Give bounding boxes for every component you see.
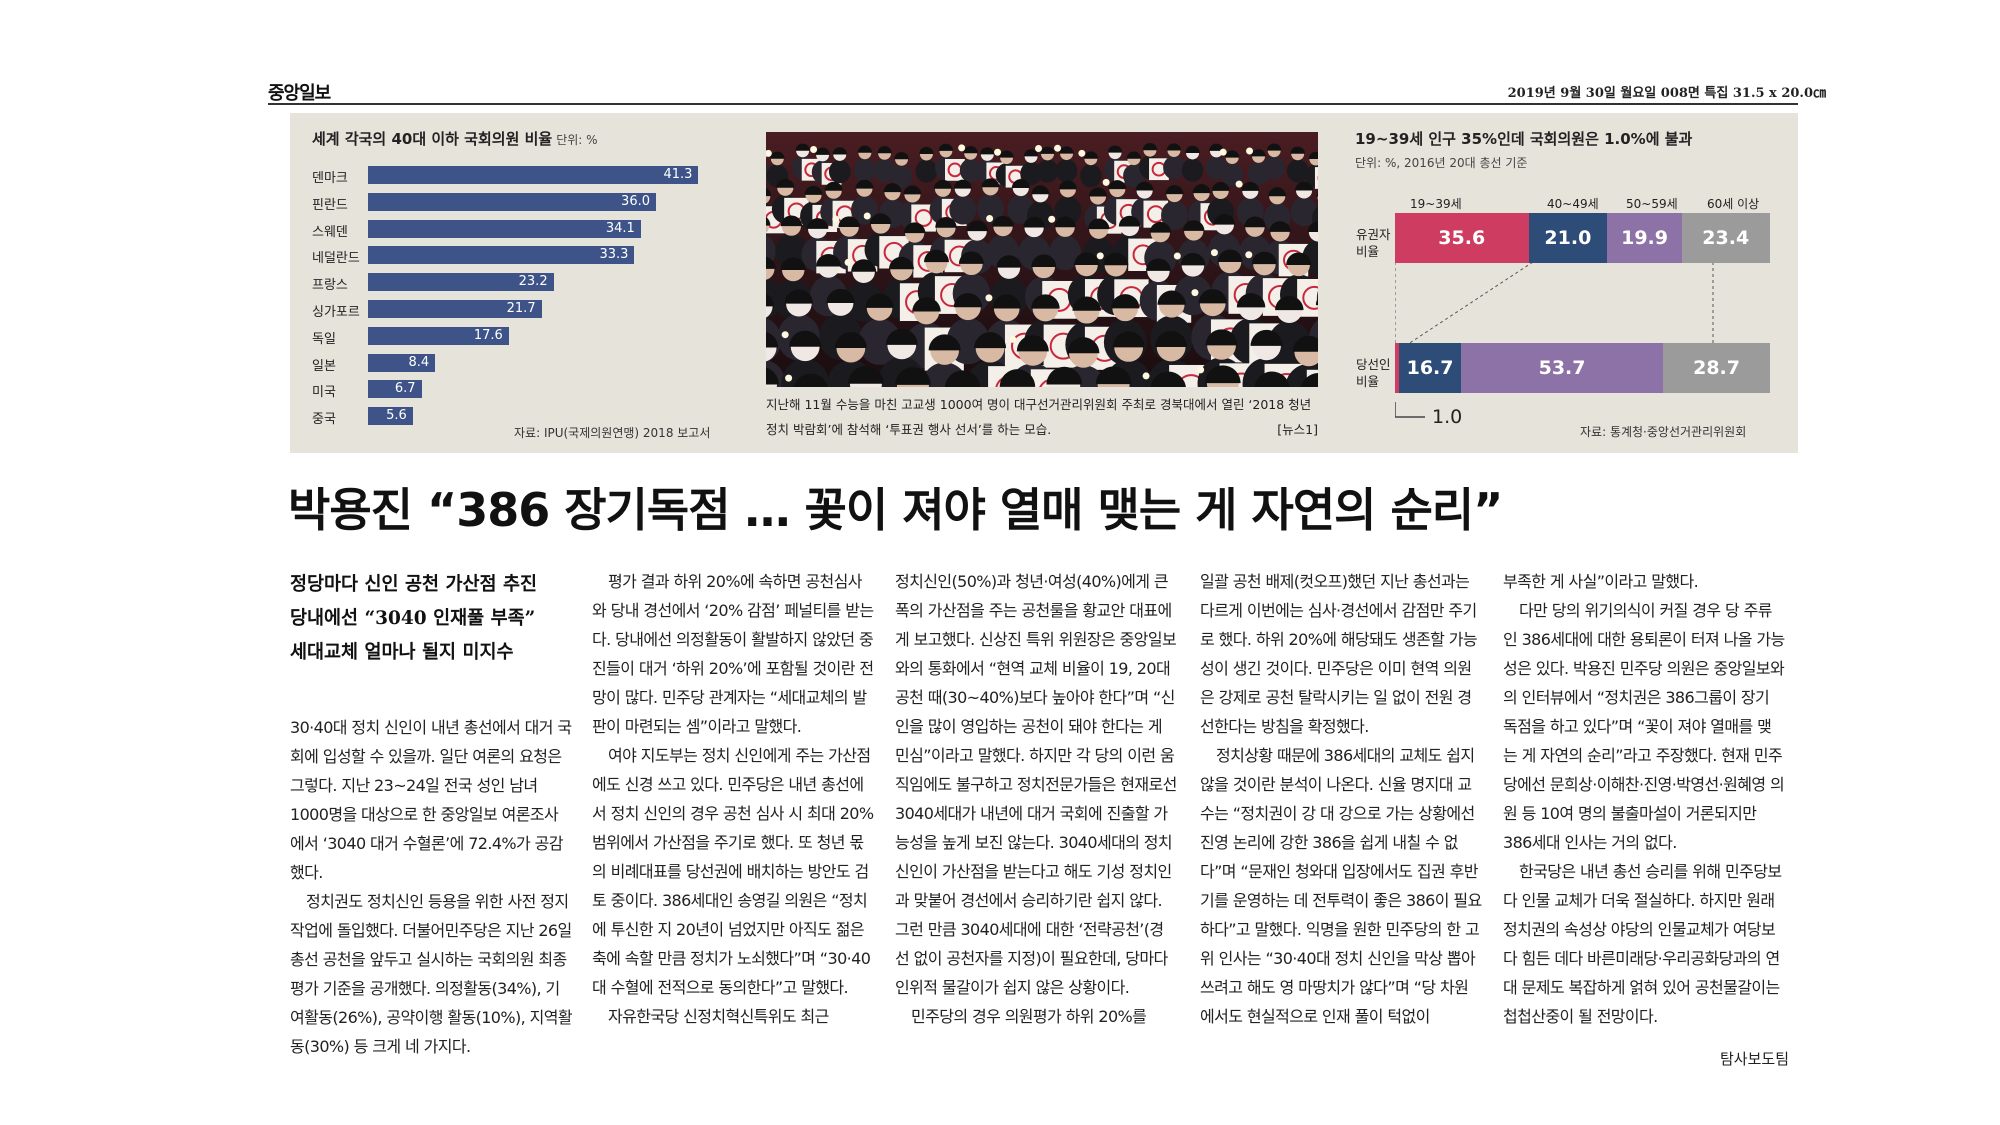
article-column-2: 평가 결과 하위 20%에 속하면 공천심사와 당내 경선에서 ‘20% 감점’… xyxy=(592,567,874,1031)
edition-info: 2019년 9월 30일 월요일 008면 특집 31.5 x 20.0㎝ xyxy=(1507,86,1826,101)
bar: 34.1 xyxy=(368,219,641,238)
right-chart-connectors xyxy=(1395,262,1714,418)
paragraph: 여야 지도부는 정치 신인에게 주는 가산점에도 신경 쓰고 있다. 민주당은 … xyxy=(592,746,874,997)
article-column-4: 일괄 공천 배제(컷오프)했던 지난 총선과는 다르게 이번에는 심사·경선에서… xyxy=(1200,567,1482,1031)
bar: 5.6 xyxy=(368,407,413,426)
country-label: 핀란드 xyxy=(312,197,348,213)
masthead-rule xyxy=(268,103,1798,105)
bar-value-label: 36.0 xyxy=(621,193,650,209)
segment-label-60-plus: 60세 이상 xyxy=(1707,197,1760,211)
paragraph: 민주당의 경우 의원평가 하위 20%를 xyxy=(911,1007,1147,1026)
bar: 17.6 xyxy=(368,326,509,345)
paragraph: 정치상황 때문에 386세대의 교체도 쉽지 않을 것이란 분석이 나온다. 신… xyxy=(1200,746,1482,1026)
bar: 6.7 xyxy=(368,380,422,399)
bar-value-label: 34.1 xyxy=(605,220,635,236)
stacked-segment: 53.7 xyxy=(1461,343,1663,393)
photo-caption-text: 지난해 11월 수능을 마친 고교생 1000여 명이 대구선거관리위원회 주최… xyxy=(766,397,1312,437)
stacked-segment: 35.6 xyxy=(1395,213,1529,263)
left-chart-title-text: 세계 각국의 40대 이하 국회의원 비율 xyxy=(312,130,553,148)
segment-label-19-39: 19~39세 xyxy=(1410,197,1462,211)
photo-credit: [뉴스1] xyxy=(1277,422,1318,437)
bar-value-label: 6.7 xyxy=(394,381,416,397)
bar-value-label: 17.6 xyxy=(473,327,503,343)
left-chart-unit: 단위: % xyxy=(556,133,598,147)
left-chart-source: 자료: IPU(국제의원연맹) 2018 보고서 xyxy=(514,426,711,440)
byline: 탐사보도팀 xyxy=(1720,1050,1790,1068)
stacked-segment xyxy=(1395,343,1399,393)
bar: 33.3 xyxy=(368,246,635,265)
subhead-1: 정당마다 신인 공천 가산점 추진 xyxy=(290,574,538,595)
segment-value-label: 21.0 xyxy=(1544,227,1592,249)
stacked-segment: 19.9 xyxy=(1607,213,1682,263)
paragraph: 평가 결과 하위 20%에 속하면 공천심사와 당내 경선에서 ‘20% 감점’… xyxy=(592,572,874,736)
segment-value-label: 23.4 xyxy=(1702,227,1750,249)
stacked-segment: 28.7 xyxy=(1662,343,1771,393)
segment-label-40-49: 40~49세 xyxy=(1547,197,1599,211)
right-chart-title: 19~39세 인구 35%인데 국회의원은 1.0%에 불과 xyxy=(1355,130,1693,148)
row-label-elected: 당선인 비율 xyxy=(1356,357,1391,389)
bar-value-label: 33.3 xyxy=(599,247,629,263)
left-chart-title: 세계 각국의 40대 이하 국회의원 비율 단위: % xyxy=(312,128,598,149)
paragraph: 정치신인(50%)과 청년·여성(40%)에게 큰 폭의 가산점을 주는 공천룰… xyxy=(895,572,1177,997)
paragraph: 정치권도 정치신인 등용을 위한 사전 정지 작업에 돌입했다. 더불어민주당은… xyxy=(290,892,573,1056)
row-label-voters: 유권자 비율 xyxy=(1356,227,1391,259)
country-label: 독일 xyxy=(312,331,336,347)
segment-value-label: 28.7 xyxy=(1693,357,1740,379)
country-label: 네덜란드 xyxy=(312,251,360,267)
stacked-segment: 23.4 xyxy=(1681,213,1770,263)
segment-value-label: 19.9 xyxy=(1621,227,1668,249)
paragraph: 일괄 공천 배제(컷오프)했던 지난 총선과는 다르게 이번에는 심사·경선에서… xyxy=(1200,572,1478,736)
segment-label-50-59: 50~59세 xyxy=(1626,197,1678,211)
segment-value-label: 16.7 xyxy=(1406,357,1454,379)
bar-value-label: 8.4 xyxy=(408,354,430,370)
right-chart-subtitle: 단위: %, 2016년 20대 총선 기준 xyxy=(1355,156,1528,170)
right-chart-source: 자료: 통계청·중앙선거관리위원회 xyxy=(1580,425,1747,439)
photo-image xyxy=(766,132,1318,387)
bar: 41.3 xyxy=(368,166,699,184)
stacked-segment: 16.7 xyxy=(1398,343,1462,393)
photo-caption: 지난해 11월 수능을 마친 고교생 1000여 명이 대구선거관리위원회 주최… xyxy=(766,392,1318,442)
country-label: 일본 xyxy=(312,358,336,374)
paragraph: 부족한 게 사실”이라고 말했다. xyxy=(1503,572,1699,591)
headline: 박용진 “386 장기독점 … 꽃이 져야 열매 맺는 게 자연의 순리” xyxy=(288,483,1503,537)
bar: 36.0 xyxy=(368,192,656,211)
article-column-1: 30·40대 정치 신인이 내년 총선에서 대거 국회에 입성할 수 있을까. … xyxy=(290,713,573,1061)
paragraph: 자유한국당 신정치혁신특위도 최근 xyxy=(608,1007,829,1026)
paragraph: 한국당은 내년 총선 승리를 위해 민주당보다 인물 교체가 더욱 절실하다. … xyxy=(1503,862,1782,1026)
subhead-3: 세대교체 얼마나 될지 미지수 xyxy=(290,642,514,663)
bar: 23.2 xyxy=(368,273,554,292)
bar-value-label: 21.7 xyxy=(506,301,536,316)
paragraph: 30·40대 정치 신인이 내년 총선에서 대거 국회에 입성할 수 있을까. … xyxy=(290,718,572,882)
paragraph: 다만 당의 위기의식이 커질 경우 당 주류인 386세대에 대한 용퇴론이 터… xyxy=(1503,601,1785,852)
bar-value-label: 23.2 xyxy=(518,274,548,290)
country-label: 프랑스 xyxy=(312,278,348,294)
article-column-5: 부족한 게 사실”이라고 말했다. 다만 당의 위기의식이 커질 경우 당 주류… xyxy=(1503,567,1785,1031)
country-label: 스웨덴 xyxy=(312,224,348,240)
bar-value-label: 41.3 xyxy=(663,167,693,182)
country-label: 싱가포르 xyxy=(312,305,360,320)
stacked-segment: 21.0 xyxy=(1528,213,1608,263)
audience-photo xyxy=(766,132,1318,387)
segment-value-label: 53.7 xyxy=(1538,357,1586,379)
country-label: 중국 xyxy=(312,412,336,428)
subhead-2: 당내에선 “3040 인재풀 부족” xyxy=(290,608,536,629)
article-column-3: 정치신인(50%)과 청년·여성(40%)에게 큰 폭의 가산점을 주는 공천룰… xyxy=(895,567,1177,1031)
country-label: 덴마크 xyxy=(312,171,348,186)
bar-value-label: 5.6 xyxy=(386,408,407,424)
bar: 21.7 xyxy=(368,300,542,318)
elected-19-39-value: 1.0 xyxy=(1432,406,1463,428)
newspaper-logo: 중앙일보 xyxy=(268,83,331,104)
bar: 8.4 xyxy=(368,353,436,372)
segment-value-label: 35.6 xyxy=(1438,227,1486,249)
country-label: 미국 xyxy=(312,385,336,401)
